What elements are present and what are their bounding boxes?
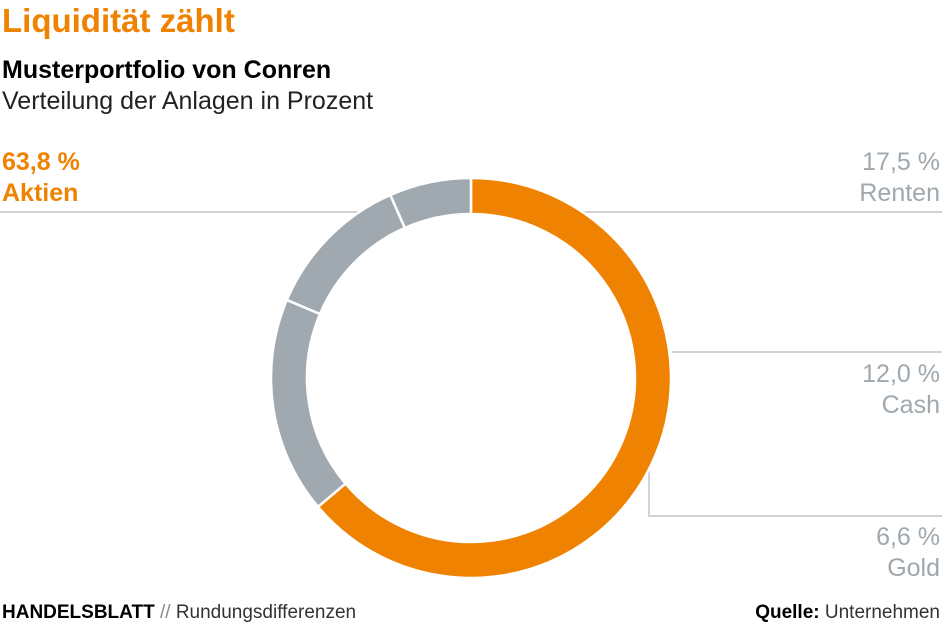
slice-gold — [388, 176, 473, 230]
chart-title: Musterportfolio von Conren — [2, 56, 332, 84]
label-cash-value: 12,0 % — [862, 360, 940, 388]
label-cash: 12,0 % Cash — [862, 359, 940, 421]
label-gold: 6,6 % Gold — [876, 522, 940, 584]
label-gold-value: 6,6 % — [876, 523, 940, 551]
slice-aktien — [316, 176, 673, 580]
footer-credit: HANDELSBLATT // Rundungsdifferenzen — [2, 602, 356, 624]
chart-subtitle: Verteilung der Anlagen in Prozent — [2, 87, 374, 115]
footer-source: Quelle: Unternehmen — [755, 602, 940, 624]
source-value: Unternehmen — [824, 602, 940, 623]
footer-separator: // — [159, 602, 171, 623]
label-renten-name: Renten — [859, 179, 940, 207]
label-aktien: 63,8 % Aktien — [2, 147, 80, 209]
chart-kicker: Liquidität zählt — [2, 2, 235, 39]
leader-lines — [0, 211, 942, 517]
source-label: Quelle: — [755, 602, 820, 623]
label-renten-value: 17,5 % — [862, 148, 940, 176]
label-aktien-value: 63,8 % — [2, 148, 80, 176]
slice-renten — [269, 298, 348, 509]
label-renten: 17,5 % Renten — [859, 147, 940, 209]
donut-slices — [269, 176, 673, 580]
label-aktien-name: Aktien — [2, 179, 79, 207]
label-gold-name: Gold — [887, 554, 940, 582]
label-cash-name: Cash — [881, 391, 940, 419]
footer-note: Rundungsdifferenzen — [175, 602, 357, 623]
leader-line-gold — [648, 470, 942, 517]
brand-name: HANDELSBLATT — [2, 602, 155, 623]
